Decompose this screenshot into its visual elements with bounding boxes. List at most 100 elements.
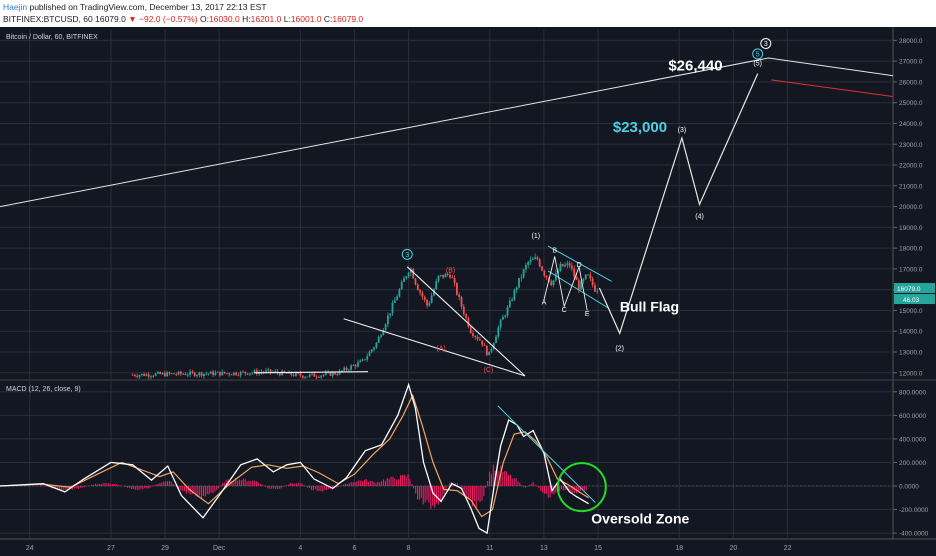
candle	[518, 277, 520, 289]
candle-body	[163, 372, 166, 377]
author-link[interactable]: Haejin	[3, 2, 28, 12]
wave-label: (C)	[484, 367, 494, 374]
macd-tick-label: 800.0000	[899, 389, 926, 396]
open-value: 16030.0	[209, 14, 240, 24]
chart-background	[0, 27, 936, 556]
candle	[267, 367, 270, 373]
candle-body	[465, 314, 468, 318]
candle	[520, 274, 523, 282]
candle	[483, 342, 486, 346]
elliott-projection-line	[598, 73, 759, 335]
candle-body	[552, 280, 555, 286]
open-label: O:	[200, 14, 209, 24]
candle-body	[545, 275, 548, 278]
wave-label: (B)	[446, 267, 455, 274]
candle-body	[159, 372, 162, 375]
candle-body	[212, 371, 215, 376]
last-price-tag: 16079.0	[897, 286, 921, 293]
candle-body	[483, 344, 486, 346]
candle	[398, 287, 401, 298]
candle	[205, 371, 208, 376]
candle	[426, 298, 428, 309]
long-trendline	[0, 57, 894, 208]
price-tick-label: 24000.0	[899, 121, 923, 128]
candle-body	[366, 356, 369, 360]
candle-body	[283, 370, 286, 373]
candle-body	[518, 278, 520, 288]
candle-body	[414, 278, 417, 285]
candle	[311, 373, 313, 376]
candle-body	[460, 297, 463, 307]
candle	[350, 364, 353, 372]
candle	[410, 267, 412, 277]
triangle-line	[343, 318, 526, 377]
candle-body	[453, 277, 456, 284]
candle	[474, 335, 477, 340]
candle	[209, 370, 212, 374]
candle-body	[467, 317, 470, 328]
candle-body	[561, 263, 564, 267]
candle-body	[154, 373, 157, 376]
candle	[589, 271, 592, 282]
candle-body	[375, 342, 378, 348]
candle	[428, 300, 431, 307]
price-tick-label: 25000.0	[899, 100, 923, 107]
candle-body	[564, 264, 566, 267]
candle-body	[573, 268, 576, 277]
candle	[485, 345, 488, 357]
price-tick-label: 20000.0	[899, 204, 923, 211]
publish-info: Haejin published on TradingView.com, Dec…	[3, 2, 267, 12]
candle-body	[541, 266, 543, 271]
candle-body	[350, 365, 353, 370]
candle	[508, 297, 511, 308]
price-tick-label: 19000.0	[899, 225, 923, 232]
candle-body	[428, 303, 431, 306]
candle	[504, 314, 507, 319]
candle	[594, 282, 596, 293]
candle	[568, 260, 571, 268]
candle-body	[180, 371, 182, 374]
candle	[359, 359, 362, 363]
candle	[324, 369, 327, 376]
candle-body	[364, 359, 366, 361]
candle	[453, 275, 456, 287]
candle-body	[338, 370, 341, 375]
candle	[393, 297, 396, 304]
wave-label: 3	[405, 252, 409, 259]
candle-body	[550, 281, 553, 286]
candle-body	[405, 276, 408, 279]
candle	[239, 370, 242, 378]
candle	[368, 350, 371, 357]
candle	[529, 256, 532, 265]
candle-body	[133, 374, 136, 377]
price-tick-label: 22000.0	[899, 163, 923, 170]
candle-body	[230, 374, 233, 376]
candle-body	[278, 373, 281, 376]
candle-body	[442, 274, 445, 278]
candle	[377, 335, 380, 343]
candle	[150, 375, 152, 380]
candle-body	[462, 306, 465, 315]
candle	[168, 371, 171, 376]
candle-body	[203, 373, 205, 376]
candle-body	[575, 276, 578, 281]
candle	[361, 358, 364, 362]
candle-body	[439, 274, 442, 276]
candle-body	[170, 373, 173, 375]
chart-canvas[interactable]: 12000.013000.014000.015000.016000.017000…	[0, 27, 936, 556]
candle-body	[456, 283, 458, 295]
price-target-annotation: $26,440	[668, 58, 722, 75]
candle-body	[228, 373, 231, 375]
candle-body	[527, 262, 530, 265]
candle	[462, 303, 465, 317]
candle-body	[147, 374, 150, 377]
candle-body	[175, 374, 178, 376]
candle-body	[152, 375, 155, 377]
candle-body	[497, 327, 500, 337]
candle-body	[156, 372, 159, 374]
candle	[180, 370, 182, 377]
candle-body	[232, 372, 235, 375]
wave-label: (2)	[615, 345, 624, 352]
candle	[221, 369, 224, 376]
candle-body	[584, 274, 587, 280]
